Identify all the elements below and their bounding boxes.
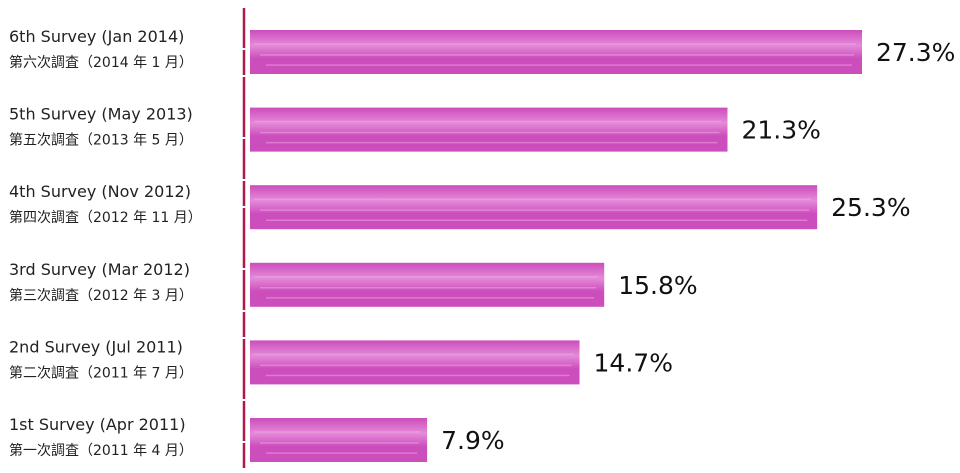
bar-texture-streak bbox=[254, 198, 812, 200]
bar bbox=[250, 185, 818, 230]
value-label: 7.9% bbox=[441, 426, 505, 455]
bar-texture-streak bbox=[266, 141, 718, 144]
bar bbox=[250, 340, 580, 385]
bar-texture-streak bbox=[266, 219, 808, 222]
category-label-en: 4th Survey (Nov 2012) bbox=[9, 182, 191, 201]
bar-texture-streak bbox=[254, 431, 422, 433]
category-label-en: 5th Survey (May 2013) bbox=[9, 105, 193, 124]
value-labels-group: 27.3% 21.3% 25.3% 15.8% 14.7% 7.9% bbox=[441, 38, 955, 455]
category-label-jp: 第三次調査（2012 年 3 月） bbox=[9, 287, 193, 304]
bar-texture-streak bbox=[266, 374, 570, 377]
category-label-en: 6th Survey (Jan 2014) bbox=[9, 27, 184, 46]
bar-texture-streak bbox=[260, 287, 597, 289]
value-label: 27.3% bbox=[876, 38, 955, 67]
bar-texture-streak bbox=[254, 353, 574, 356]
bar bbox=[250, 30, 862, 74]
bar bbox=[250, 107, 728, 152]
bar-texture-streak bbox=[260, 54, 854, 56]
bar-texture-streak bbox=[254, 276, 599, 278]
category-labels-group: 6th Survey (Jan 2014) 第六次調査（2014 年 1 月） 5t… bbox=[9, 27, 202, 459]
category-label-jp: 第二次調査（2011 年 7 月） bbox=[9, 364, 193, 381]
category-label-jp: 第四次調査（2012 年 11 月） bbox=[9, 209, 202, 226]
value-label: 14.7% bbox=[594, 348, 673, 377]
category-label-en: 2nd Survey (Jul 2011) bbox=[9, 337, 183, 356]
category-label-en: 1st Survey (Apr 2011) bbox=[9, 415, 186, 434]
bar-texture-streak bbox=[254, 43, 856, 45]
bar-texture-streak bbox=[254, 120, 722, 123]
value-label: 15.8% bbox=[618, 271, 697, 300]
bar bbox=[250, 418, 428, 462]
bar-texture-streak bbox=[266, 452, 418, 454]
value-label: 25.3% bbox=[831, 193, 910, 222]
bar-texture-streak bbox=[260, 209, 810, 211]
bar-texture-streak bbox=[266, 64, 852, 66]
category-label-jp: 第五次調査（2013 年 5 月） bbox=[9, 132, 193, 149]
bar-texture-streak bbox=[260, 364, 572, 367]
bar-texture-streak bbox=[266, 297, 595, 299]
bar-texture-streak bbox=[260, 442, 420, 444]
bar bbox=[250, 262, 605, 307]
value-label: 21.3% bbox=[741, 116, 820, 145]
bars-group bbox=[250, 30, 862, 462]
category-label-jp: 第一次調査（2011 年 4 月） bbox=[9, 442, 193, 459]
category-label-jp: 第六次調査（2014 年 1 月） bbox=[9, 54, 193, 71]
category-label-en: 3rd Survey (Mar 2012) bbox=[9, 260, 190, 279]
bar-texture-streak bbox=[260, 131, 720, 134]
